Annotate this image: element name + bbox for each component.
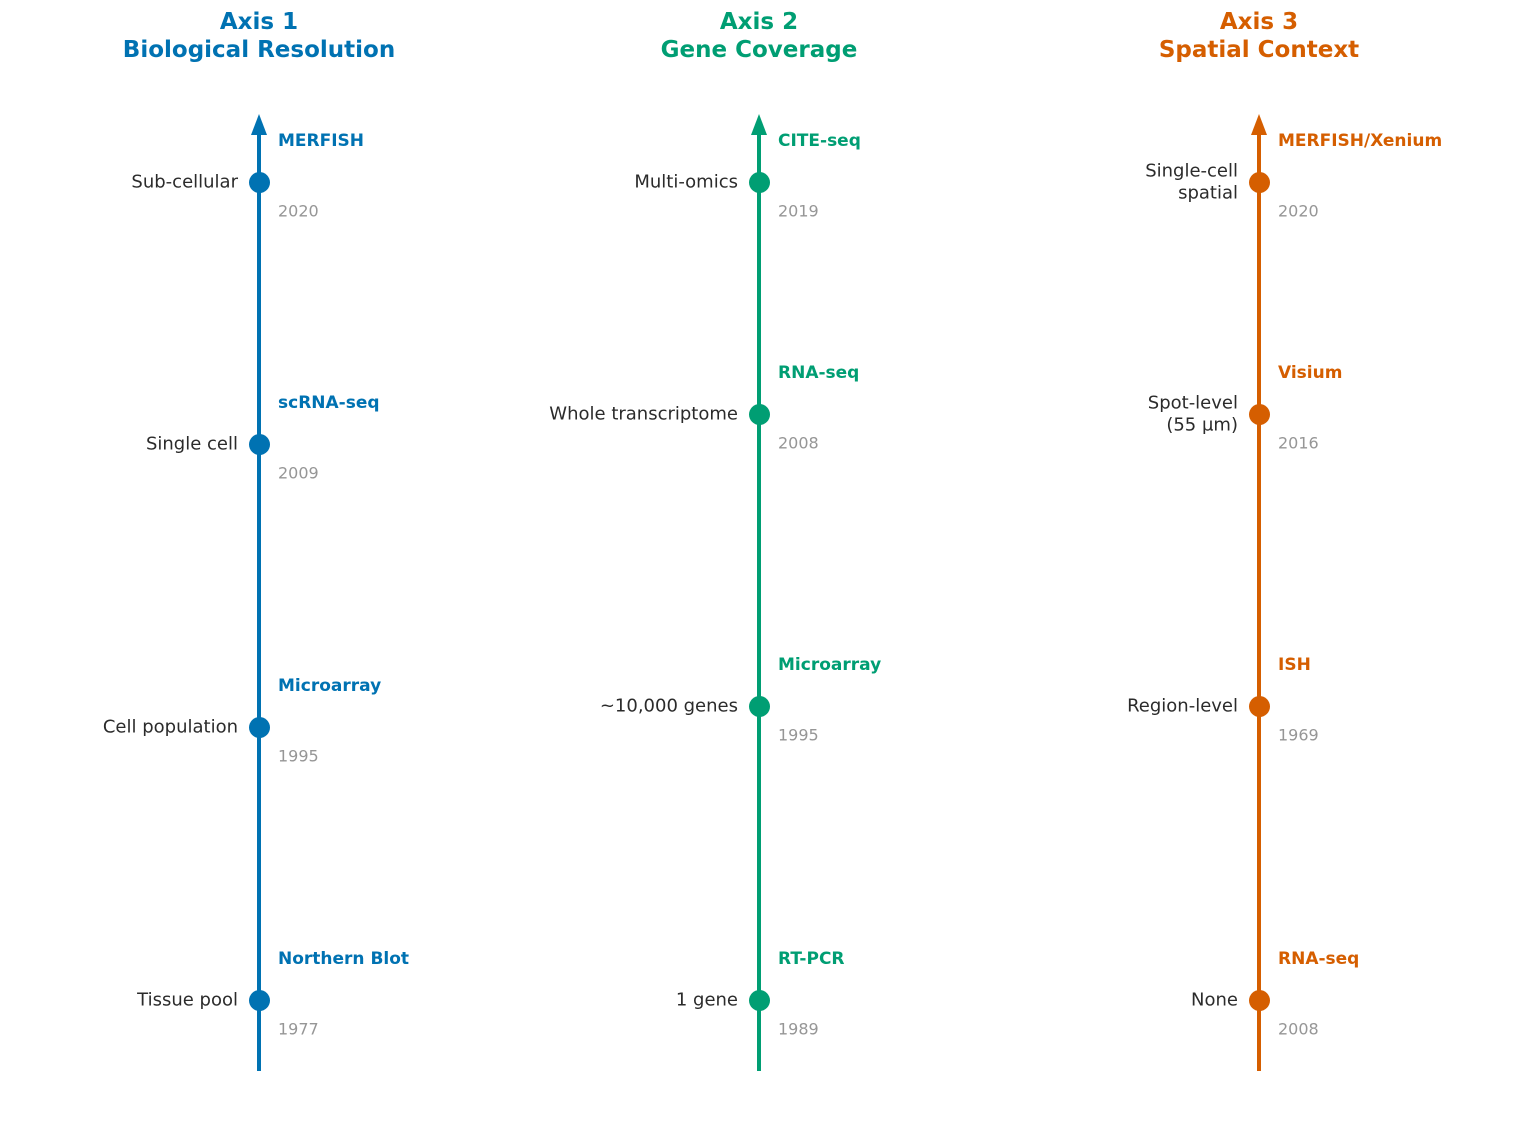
event-marker-dot [1248,171,1270,193]
event-marker-dot [748,695,770,717]
event-year-label: 2020 [1278,201,1319,221]
event-year-label: 1989 [778,1019,819,1039]
event-technology-label: Microarray [778,655,882,675]
event-year-label: 2019 [778,201,819,221]
event-technology-label: RT-PCR [778,949,845,969]
event-level-label: Multi-omics [634,171,738,193]
event-year-label: 2009 [278,463,319,483]
event-marker-dot [1248,989,1270,1011]
event-level-label: Region-level [1127,695,1238,717]
event-technology-label: Visium [1278,363,1343,383]
event-technology-label: scRNA-seq [278,393,380,413]
event-technology-label: MERFISH/Xenium [1278,131,1443,151]
axis-title-line1: Axis 2 [719,9,799,35]
event-marker-dot [1248,403,1270,425]
axis-line [756,130,762,1071]
event-level-label: ~10,000 genes [599,695,738,717]
event-level-label: Sub-cellular [131,171,238,193]
event-technology-label: CITE-seq [778,131,861,151]
event-level-label: None [1191,989,1238,1011]
event-level-label: Tissue pool [137,989,238,1011]
axis-arrow-up-icon [751,114,767,135]
axis-arrow-up-icon [1251,114,1267,135]
event-year-label: 1977 [278,1019,319,1039]
event-technology-label: Northern Blot [278,949,410,969]
event-year-label: 2016 [1278,433,1319,453]
event-year-label: 2008 [778,433,819,453]
event-technology-label: ISH [1278,655,1311,675]
event-marker-dot [748,403,770,425]
event-marker-dot [748,989,770,1011]
event-technology-label: RNA-seq [778,363,860,383]
event-level-label: Spot-level (55 µm) [1147,392,1238,436]
event-level-label: Cell population [102,716,238,738]
axis-title: Axis 1 Biological Resolution [9,9,509,64]
axis-title: Axis 3 Spatial Context [1009,9,1509,64]
axis-line [1256,130,1262,1071]
event-marker-dot [748,171,770,193]
event-level-label: Single cell [145,433,238,455]
event-technology-label: MERFISH [278,131,365,151]
axis-title-line2: Gene Coverage [660,36,858,63]
event-marker-dot [248,716,270,738]
axis-title-line1: Axis 1 [219,9,299,35]
axis-arrow-up-icon [251,114,267,135]
event-year-label: 1995 [278,746,319,766]
axis-line [256,130,262,1071]
event-marker-dot [248,433,270,455]
event-year-label: 1995 [778,725,819,745]
event-level-label: Single-cell spatial [1145,160,1238,204]
axis-title-line2: Spatial Context [1158,36,1360,63]
event-level-label: Whole transcriptome [549,403,738,425]
event-marker-dot [1248,695,1270,717]
event-technology-label: RNA-seq [1278,949,1360,969]
event-year-label: 2008 [1278,1019,1319,1039]
event-technology-label: Microarray [278,676,382,696]
axis-title-line2: Biological Resolution [122,36,396,63]
event-year-label: 1969 [1278,725,1319,745]
axis-title: Axis 2 Gene Coverage [509,9,1009,64]
event-year-label: 2020 [278,201,319,221]
event-level-label: 1 gene [675,989,738,1011]
axis-title-line1: Axis 3 [1219,9,1299,35]
event-marker-dot [248,989,270,1011]
event-marker-dot [248,171,270,193]
